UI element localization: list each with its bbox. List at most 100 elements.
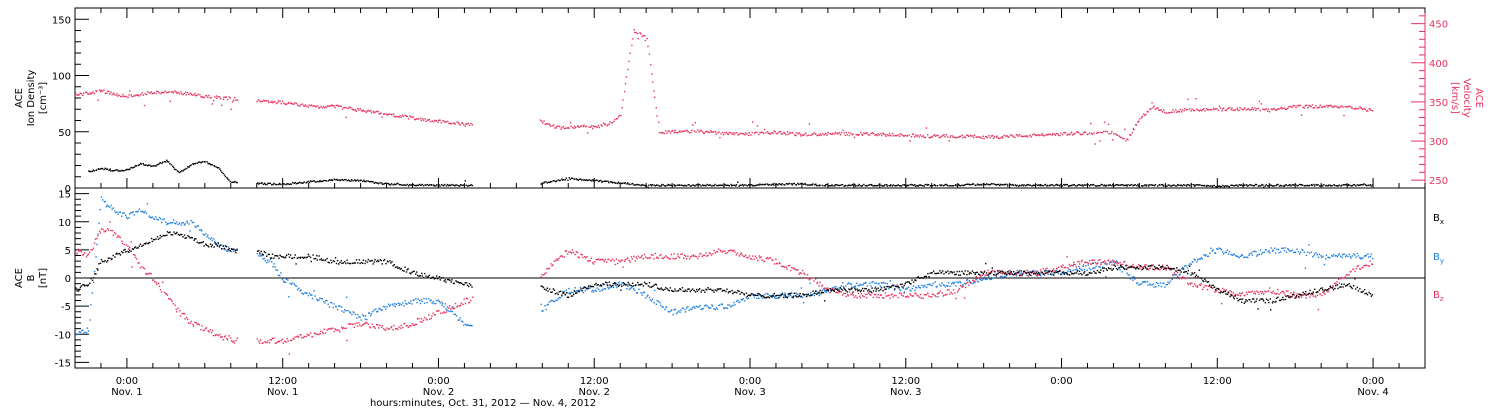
data-point-by (1287, 249, 1290, 251)
data-point-by (1001, 275, 1003, 278)
data-point-by (983, 276, 986, 278)
data-point-bx (191, 237, 193, 239)
data-point-by (707, 306, 710, 308)
data-point-velocity (348, 106, 351, 108)
data-point-velocity (566, 127, 568, 129)
data-point-density (1178, 184, 1180, 186)
data-point-bx (584, 286, 587, 289)
data-point-velocity (1014, 136, 1016, 139)
data-point-bx (398, 267, 400, 269)
data-point-bz (621, 259, 623, 261)
data-point-velocity (1145, 113, 1147, 116)
data-point-bx (90, 277, 92, 280)
data-point-density (1280, 185, 1283, 187)
data-point-by (1320, 255, 1322, 257)
data-point-bz (1324, 293, 1326, 295)
data-point-density (1263, 186, 1265, 188)
data-point-bz (666, 256, 668, 258)
data-point-velocity (673, 131, 676, 134)
data-point-density (192, 163, 195, 166)
data-point-density (385, 182, 387, 184)
data-point-bz (157, 282, 160, 285)
data-point-velocity (221, 104, 223, 107)
data-point-velocity (1308, 105, 1310, 107)
data-point-velocity (1094, 143, 1096, 145)
data-point-density (355, 179, 357, 182)
data-point-bx (688, 288, 690, 290)
data-point-bz (885, 295, 887, 297)
data-point-velocity (405, 115, 408, 117)
data-point-bx (781, 293, 784, 295)
data-point-density (298, 182, 300, 184)
data-point-bx (690, 289, 692, 291)
data-point-bz (1295, 297, 1297, 299)
data-point-bz (829, 291, 831, 294)
data-point-density (1369, 184, 1372, 186)
data-point-density (540, 183, 542, 185)
data-point-bz (931, 293, 934, 295)
data-point-bz (362, 324, 364, 326)
data-point-bz (1300, 294, 1302, 297)
data-point-bz (569, 251, 572, 253)
data-point-by (623, 283, 625, 286)
data-point-bz (170, 299, 173, 301)
data-point-bx (833, 289, 835, 292)
data-point-by (1245, 256, 1248, 258)
data-point-velocity (739, 132, 741, 135)
data-point-bz (347, 323, 350, 325)
data-point-bx (130, 250, 132, 252)
data-point-by (833, 286, 836, 288)
data-point-bz (265, 341, 267, 343)
series-density (88, 159, 1374, 188)
data-point-velocity (963, 136, 966, 138)
data-point-bz (946, 293, 948, 296)
data-point-by (189, 230, 191, 232)
data-point-bz (819, 281, 821, 284)
data-point-velocity (1152, 107, 1154, 109)
data-point-density (1270, 184, 1272, 186)
data-point-by (163, 218, 166, 220)
data-point-density (675, 184, 677, 187)
data-point-by (1171, 278, 1173, 280)
data-point-velocity (981, 137, 983, 140)
data-point-density (433, 185, 436, 187)
data-point-bz (571, 249, 573, 251)
data-point-bx (142, 244, 144, 246)
data-point-bz (702, 254, 705, 257)
data-point-density (1297, 184, 1299, 187)
data-point-velocity (1239, 106, 1241, 109)
data-point-velocity (1123, 138, 1125, 140)
data-point-velocity (1077, 132, 1080, 134)
data-point-bz (159, 289, 162, 291)
data-point-velocity (702, 132, 705, 134)
data-point-velocity (1271, 108, 1274, 111)
data-point-bz (110, 229, 112, 232)
data-point-by (986, 278, 988, 280)
data-point-velocity (1026, 135, 1028, 137)
data-point-by (1349, 255, 1352, 258)
data-point-density (677, 184, 679, 186)
data-point-by (635, 291, 638, 294)
data-point-bx (768, 297, 771, 299)
data-point-density (172, 165, 174, 168)
data-point-by (156, 218, 158, 220)
data-point-density (1236, 184, 1238, 186)
data-point-bx (824, 300, 826, 302)
data-point-bx (261, 253, 263, 255)
data-point-density (1084, 184, 1087, 186)
data-point-bz (1103, 261, 1105, 263)
data-point-bz (685, 258, 688, 260)
data-point-density (1052, 184, 1054, 186)
data-point-bx (890, 286, 892, 288)
data-point-bz (446, 306, 449, 308)
data-point-by (106, 204, 108, 206)
data-point-density (470, 184, 472, 186)
data-point-bx (864, 287, 866, 290)
data-point-density (1359, 184, 1361, 186)
data-point-density (440, 184, 443, 186)
data-point-by (899, 289, 902, 292)
data-point-velocity (858, 134, 860, 136)
data-point-by (655, 303, 658, 305)
data-point-velocity (330, 105, 332, 107)
